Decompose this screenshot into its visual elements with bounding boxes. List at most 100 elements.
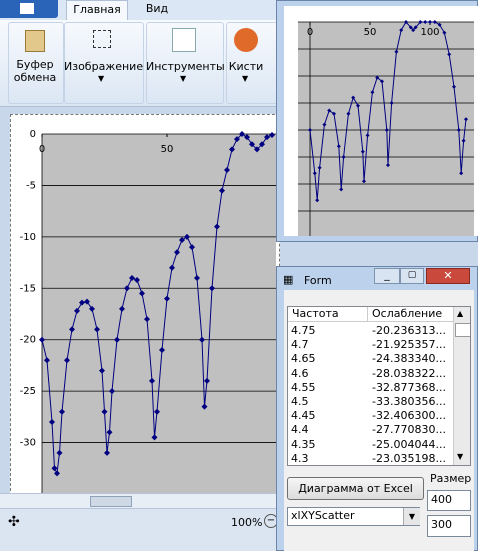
data-point — [346, 111, 351, 116]
data-point — [74, 307, 80, 314]
data-point — [201, 403, 208, 410]
data-point — [239, 131, 245, 137]
data-point — [442, 30, 447, 35]
cursor-icon: ✣ — [8, 514, 20, 530]
dropdown-arrow: ▼ — [242, 74, 249, 83]
data-point — [264, 134, 270, 141]
ribbon-button[interactable]: Кисти — [228, 60, 264, 73]
scroll-down[interactable]: ▼ — [457, 452, 464, 461]
ribbon-group — [146, 22, 224, 104]
data-point — [365, 133, 370, 138]
data-point — [315, 198, 320, 203]
list-cell: -23.035198... — [372, 451, 446, 465]
data-point — [204, 377, 210, 384]
data-point — [456, 128, 461, 132]
data-point — [151, 434, 158, 441]
list-row[interactable]: 4.3 -23.035198... — [288, 451, 453, 465]
brush-icon — [234, 28, 258, 52]
list-cell: -21.925357... — [372, 338, 446, 352]
x-tick-label: 0 — [39, 144, 45, 155]
data-point — [39, 336, 45, 343]
scrollbar[interactable] — [0, 493, 280, 508]
data-point — [404, 20, 408, 24]
chart-type-combo[interactable]: xlXYScatter — [287, 507, 420, 526]
data-point — [411, 28, 416, 33]
data-point — [164, 295, 170, 302]
data-point — [452, 84, 456, 89]
data-point — [154, 408, 160, 415]
maximize-button[interactable]: ▢ — [400, 268, 424, 284]
width-input[interactable]: 400 — [427, 490, 471, 511]
x-tick-label: 50 — [364, 27, 377, 38]
list-row[interactable]: 4.5 -33.380356... — [288, 395, 453, 409]
data-point — [139, 290, 145, 297]
data-point — [254, 146, 260, 153]
data-point — [124, 285, 130, 292]
data-point — [229, 146, 235, 153]
close-button[interactable]: ✕ — [426, 268, 470, 284]
combo-arrow[interactable]: ▼ — [403, 508, 420, 525]
list-cell: -20.236313... — [372, 324, 446, 337]
list-row[interactable]: 4.4 -27.770830... — [288, 423, 453, 437]
data-point — [464, 117, 468, 122]
list-cell: 4.35 — [291, 437, 316, 451]
list-cell: 4.75 — [291, 324, 316, 337]
column-header[interactable]: Частота — [288, 307, 368, 322]
scroll-thumb[interactable] — [90, 496, 132, 507]
data-point — [51, 465, 58, 472]
tab[interactable]: Главная — [66, 0, 128, 20]
data-point — [244, 134, 250, 141]
series-line — [309, 21, 467, 201]
list-row[interactable]: 4.6 -28.038322... — [288, 367, 453, 381]
ribbon-button[interactable]: Инструменты — [146, 60, 225, 73]
y-tick-label: -10 — [20, 232, 36, 243]
list-cell: 4.7 — [291, 338, 309, 352]
data-point — [317, 165, 322, 170]
scroll-up[interactable]: ▲ — [457, 309, 464, 318]
data-point — [149, 377, 155, 384]
data-point — [308, 128, 312, 132]
file-button[interactable] — [0, 0, 58, 18]
list-scrollbar[interactable]: ▲ ▼ — [453, 307, 470, 465]
data-point — [386, 163, 390, 168]
data-point — [89, 305, 95, 312]
list-row[interactable]: 4.55 -32.877368... — [288, 381, 453, 395]
data-point — [129, 275, 135, 281]
data-point — [399, 28, 404, 33]
data-point — [461, 138, 466, 143]
excel-chart-button[interactable]: Диаграмма от Excel — [287, 477, 424, 500]
list-row[interactable]: 4.75 -20.236313... — [288, 324, 453, 338]
list-cell: -25.004044... — [372, 437, 446, 451]
height-input[interactable]: 300 — [427, 515, 471, 537]
data-point — [459, 171, 464, 176]
x-tick-label: 0 — [307, 27, 313, 38]
list-cell: -32.406300... — [372, 409, 446, 423]
scroll-thumb[interactable] — [455, 323, 470, 337]
y-tick-label: -5 — [26, 180, 36, 191]
list-cell: 4.65 — [291, 352, 316, 366]
column-header[interactable]: Ослабление — [368, 307, 454, 322]
list-row[interactable]: 4.7 -21.925357... — [288, 338, 453, 352]
list-row[interactable]: 4.45 -32.406300... — [288, 409, 453, 423]
data-point — [234, 136, 240, 143]
y-tick-label: -25 — [20, 386, 36, 397]
data-point — [144, 316, 150, 323]
tab[interactable]: Вид — [145, 2, 169, 15]
y-tick-label: 0 — [30, 129, 36, 140]
ribbon-button[interactable]: Изображение — [64, 60, 144, 73]
data-point — [341, 155, 346, 159]
data-point — [174, 249, 180, 256]
clipboard-icon — [25, 30, 45, 52]
list-cell: 4.45 — [291, 409, 316, 423]
list-row[interactable]: 4.35 -25.004044... — [288, 438, 453, 452]
data-point — [447, 52, 452, 57]
data-point — [79, 299, 85, 306]
data-point — [104, 449, 110, 456]
plot-area — [42, 134, 276, 493]
data-point — [249, 141, 255, 148]
ribbon-button[interactable]: Буфер обмена — [13, 58, 57, 84]
list-cell: 4.4 — [291, 423, 309, 437]
list-row[interactable]: 4.65 -24.383340... — [288, 352, 453, 366]
minimize-button[interactable]: _ — [374, 268, 400, 284]
